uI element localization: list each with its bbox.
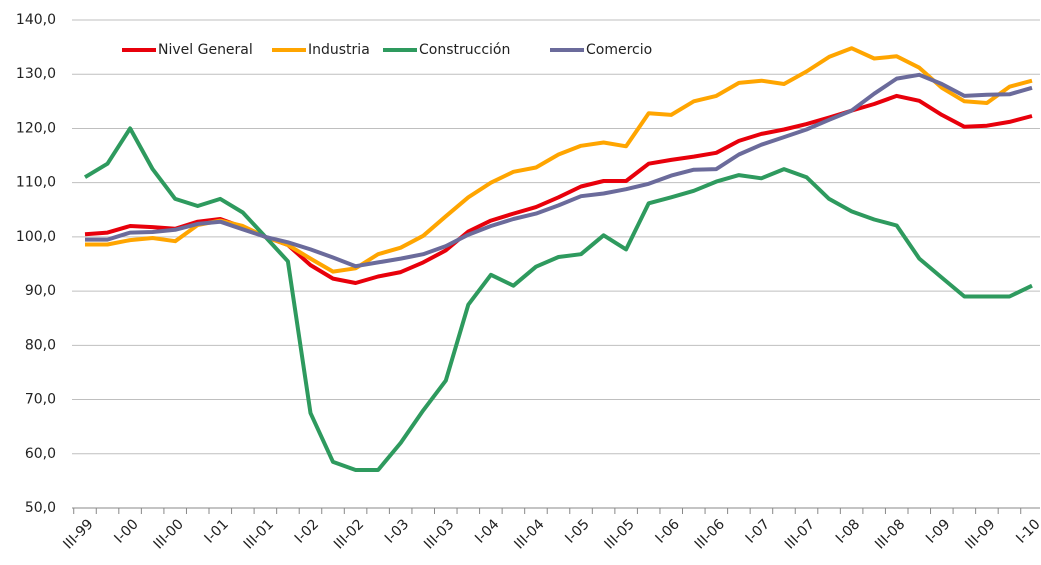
x-tick-label: III-08 xyxy=(872,516,908,552)
legend-label: Industria xyxy=(308,42,370,58)
series-line xyxy=(83,126,1033,472)
y-tick-label: 100,0 xyxy=(16,229,56,245)
x-tick-label: III-07 xyxy=(782,516,818,552)
x-tick-label: I-01 xyxy=(202,516,232,546)
series-line xyxy=(85,46,1033,274)
series-line xyxy=(84,93,1033,285)
x-tick-label: III-03 xyxy=(421,516,457,552)
y-tick-label: 60,0 xyxy=(25,446,56,462)
y-tick-label: 130,0 xyxy=(16,66,56,82)
x-tick-label: I-03 xyxy=(382,516,412,546)
x-tick-label: I-02 xyxy=(292,516,322,546)
x-tick-label: I-08 xyxy=(833,516,863,546)
x-tick-label: I-05 xyxy=(562,516,592,546)
x-tick-label: I-10 xyxy=(1013,516,1041,546)
series-line xyxy=(85,72,1033,269)
y-tick-label: 70,0 xyxy=(25,392,56,408)
x-tick-label: III-06 xyxy=(692,516,728,552)
y-tick-label: 80,0 xyxy=(25,337,56,353)
x-tick-label: III-05 xyxy=(602,516,638,552)
y-tick-label: 50,0 xyxy=(25,500,56,516)
x-tick-label: III-04 xyxy=(511,516,547,552)
y-tick-label: 110,0 xyxy=(16,175,56,191)
y-tick-label: 90,0 xyxy=(25,283,56,299)
legend-label: Comercio xyxy=(586,42,652,58)
y-tick-label: 120,0 xyxy=(16,120,56,136)
y-tick-label: 140,0 xyxy=(16,12,56,28)
x-tick-label: III-09 xyxy=(962,516,998,552)
x-tick-label: I-00 xyxy=(111,516,141,546)
x-tick-label: III-99 xyxy=(60,516,96,552)
legend-label: Nivel General xyxy=(158,42,253,58)
x-tick-label: I-09 xyxy=(923,516,953,546)
x-tick-label: I-04 xyxy=(472,516,502,546)
x-tick-label: III-01 xyxy=(241,516,277,552)
x-tick-label: III-02 xyxy=(331,516,367,552)
x-tick-label: I-07 xyxy=(743,516,773,546)
x-tick-label: I-06 xyxy=(652,516,682,546)
x-tick-label: III-00 xyxy=(151,516,187,552)
legend-label: Construcción xyxy=(419,42,510,58)
